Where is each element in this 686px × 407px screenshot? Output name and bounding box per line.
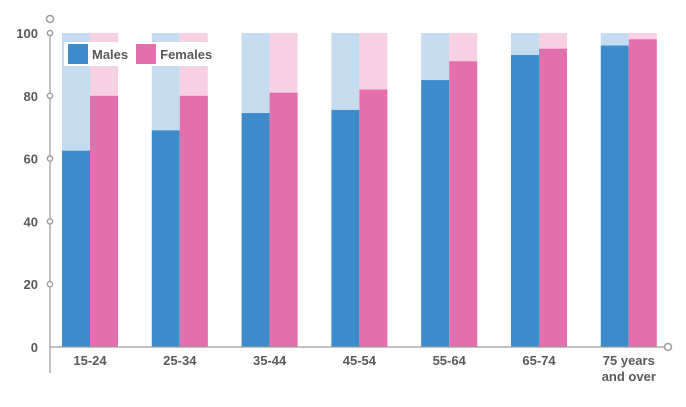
bar-females-4 xyxy=(359,89,388,348)
legend-label-males: Males xyxy=(92,46,129,62)
y-tick-label-60: 60 xyxy=(24,152,38,167)
y-tick-marker-80 xyxy=(46,92,54,100)
legend-item-females: Females xyxy=(136,44,212,64)
axes-layer xyxy=(45,14,673,373)
bar-males-5 xyxy=(421,80,450,347)
bar-males-7 xyxy=(600,45,629,348)
y-tick-label-40: 40 xyxy=(24,214,38,229)
x-tick-label-4: 45-54 xyxy=(343,353,377,368)
bar-males-3 xyxy=(241,113,270,347)
y-tick-marker-100 xyxy=(46,29,54,37)
bar-females-2 xyxy=(179,95,208,347)
y-tick-marker-20 xyxy=(46,280,54,288)
legend-item-males: Males xyxy=(68,44,128,64)
x-tick-label-3: 35-44 xyxy=(253,353,287,368)
y-tick-labels: 0 20 40 60 80 100 xyxy=(16,26,54,355)
y-tick-label-0: 0 xyxy=(31,340,38,355)
legend-label-females: Females xyxy=(160,46,213,62)
y-tick-label-80: 80 xyxy=(24,89,38,104)
bar-females-7 xyxy=(628,39,657,347)
bar-males-1 xyxy=(62,150,90,347)
y-tick-marker-40 xyxy=(46,218,54,225)
bars-layer xyxy=(62,33,657,348)
x-tick-labels: 15-24 25-34 35-44 45-54 55-64 65-74 75 years an… xyxy=(73,353,656,384)
x-tick-label-6: 65-74 xyxy=(522,353,556,368)
y-tick-label-100: 100 xyxy=(16,26,38,41)
bar-males-4 xyxy=(331,109,360,348)
y-tick-label-20: 20 xyxy=(24,277,38,292)
bar-females-5 xyxy=(449,61,478,347)
bar-females-6 xyxy=(539,48,567,347)
x-tick-label-1: 15-24 xyxy=(73,353,107,368)
legend-swatch-females xyxy=(136,44,157,64)
legend-swatch-males xyxy=(68,44,88,64)
bar-females-1 xyxy=(90,95,118,347)
bar-males-6 xyxy=(511,54,539,347)
x-axis-end-marker xyxy=(663,342,673,352)
y-axis-end-marker xyxy=(45,14,55,24)
x-tick-label-5: 55-64 xyxy=(433,353,467,368)
bar-males-2 xyxy=(151,130,180,347)
legend: Males Females xyxy=(64,42,225,66)
y-tick-marker-60 xyxy=(46,155,54,162)
bar-females-3 xyxy=(269,92,298,347)
x-tick-label-2: 25-34 xyxy=(163,353,197,368)
x-tick-label-7: 75 years and over xyxy=(602,353,656,384)
